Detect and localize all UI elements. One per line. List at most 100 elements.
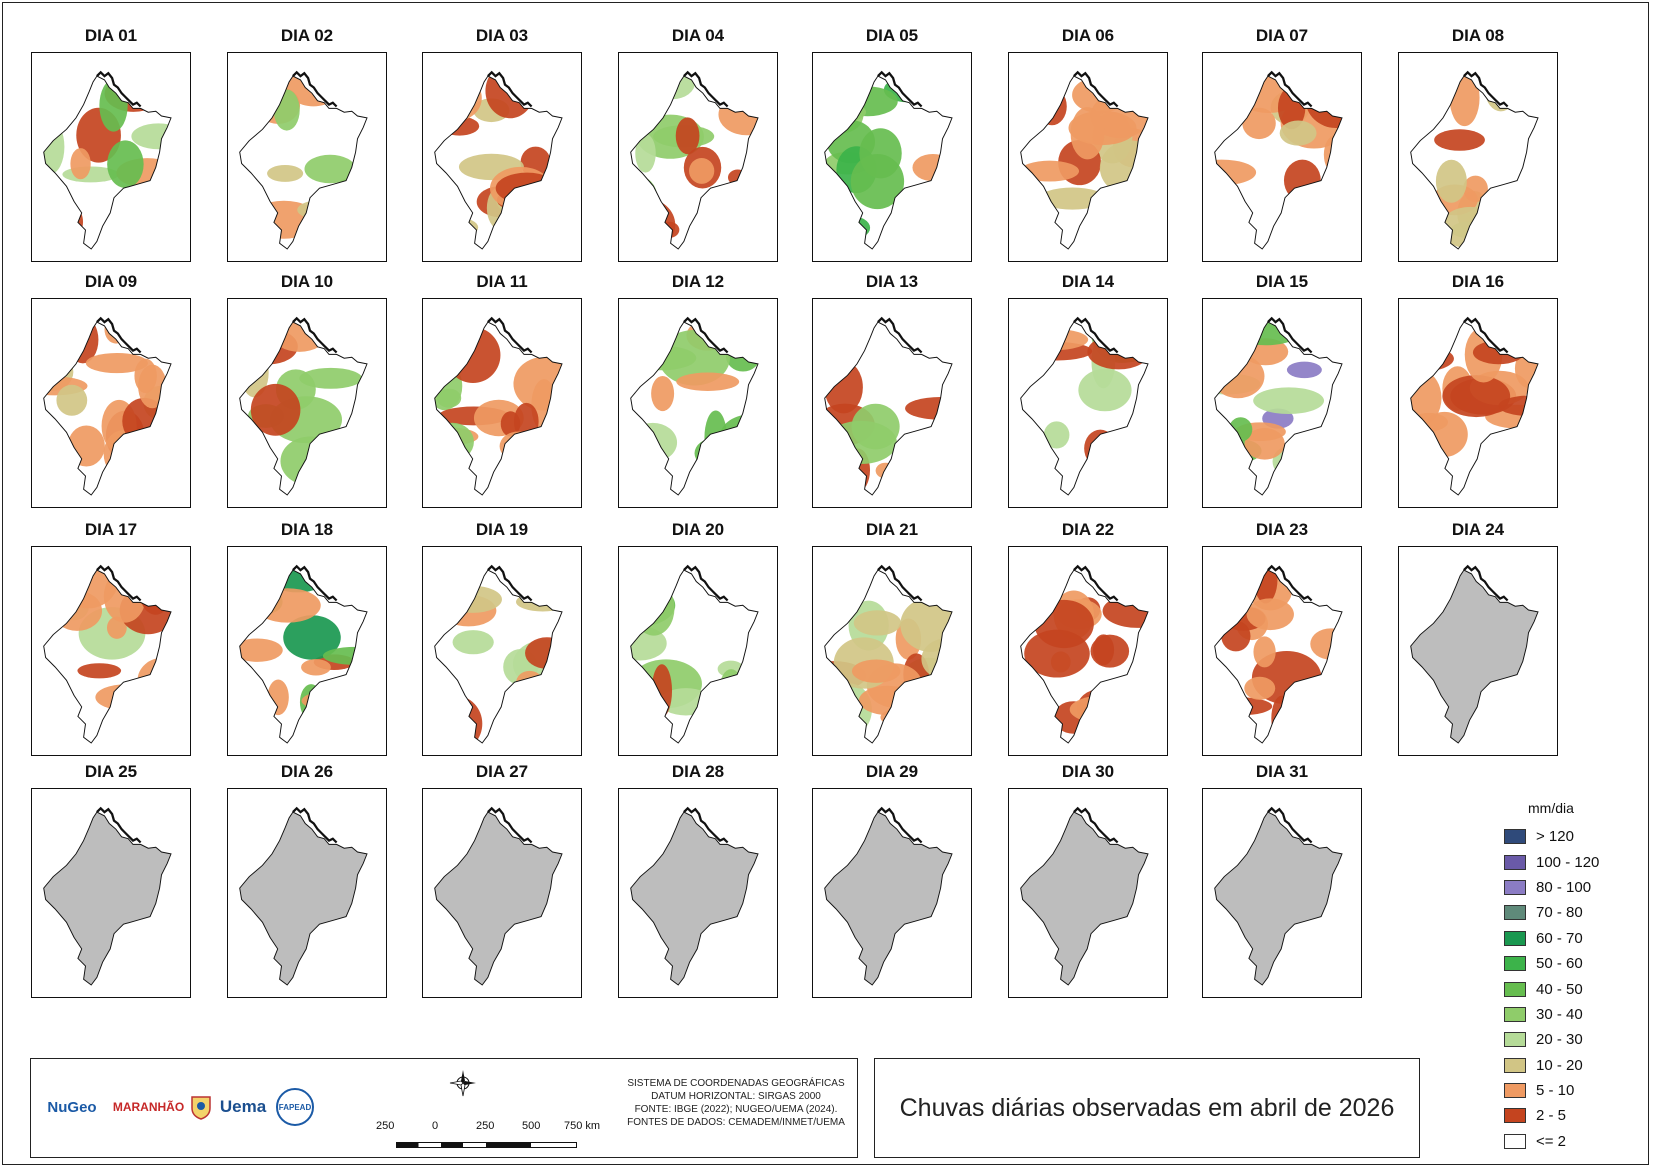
coastline — [1267, 806, 1313, 844]
scale-label: 250 — [376, 1120, 395, 1132]
state-map-svg — [1020, 564, 1149, 744]
state-outline — [43, 321, 172, 496]
coastline — [1463, 316, 1509, 354]
rainfall-area — [452, 630, 494, 655]
rainfall-area — [1449, 76, 1480, 127]
coastline — [487, 806, 533, 844]
rainfall-area — [1070, 107, 1105, 160]
rainfall-area — [630, 213, 662, 240]
state-map-svg — [239, 564, 368, 744]
day-label: DIA 30 — [1061, 762, 1115, 781]
day-map — [1398, 298, 1558, 508]
rainfall-area — [927, 208, 953, 243]
legend-label: 100 - 120 — [1536, 853, 1600, 871]
rainfall-area — [297, 199, 353, 221]
state-outline — [630, 569, 759, 744]
state-shape-nodata — [1020, 811, 1149, 986]
day-label: DIA 05 — [865, 26, 919, 45]
day-map — [618, 298, 778, 508]
coastline — [487, 70, 533, 108]
state-map-svg — [824, 316, 953, 496]
rainfall-area — [675, 117, 700, 155]
legend-swatch — [1504, 1057, 1526, 1073]
rainfall-area — [704, 410, 728, 466]
legend-item: 60 - 70 — [1498, 926, 1628, 951]
rainfall-area — [434, 695, 483, 744]
rainfall-area — [635, 133, 656, 173]
legend-label: > 120 — [1536, 828, 1574, 846]
coastline — [1463, 70, 1509, 108]
day-label: DIA 07 — [1255, 26, 1309, 45]
rainfall-area — [630, 345, 697, 371]
scale-label: 500 — [522, 1120, 541, 1132]
crs-line: DATUM HORIZONTAL: SIRGAS 2000 — [651, 1091, 821, 1102]
rainfall-area — [1435, 159, 1467, 203]
state-outline — [630, 75, 759, 250]
day-label: DIA 29 — [865, 762, 919, 781]
rainfall-area — [1421, 411, 1468, 457]
state-map-svg — [239, 316, 368, 496]
rainfall-area — [434, 76, 482, 123]
legend-swatch — [1504, 1032, 1526, 1048]
rainfall-area — [514, 570, 557, 589]
coastline — [1073, 564, 1119, 602]
rainfall-area — [70, 148, 91, 180]
state-outline — [434, 569, 563, 744]
rainfall-area — [254, 588, 321, 623]
rainfall-area — [537, 681, 563, 717]
day-label: DIA 31 — [1255, 762, 1309, 781]
rainfall-area — [334, 322, 368, 355]
day-label: DIA 27 — [475, 762, 529, 781]
rainfall-area — [1281, 439, 1343, 489]
fapead-label: FAPEAD — [279, 1103, 312, 1112]
rainfall-area — [95, 684, 157, 711]
scale-label: 750 km — [564, 1120, 601, 1132]
rainfall-area — [283, 615, 341, 660]
rainfall-area — [56, 384, 88, 416]
state-map-svg — [1214, 316, 1343, 496]
day-map — [812, 546, 972, 756]
state-map-svg — [434, 316, 563, 496]
rainfall-area — [267, 679, 289, 716]
rainfall-area — [1043, 421, 1070, 449]
legend-swatch — [1504, 930, 1526, 946]
rainfall-area — [131, 123, 172, 150]
rainfall-area — [651, 375, 675, 412]
rainfall-area — [239, 94, 264, 114]
legend-swatch — [1504, 1006, 1526, 1022]
rainfall-area — [122, 397, 167, 445]
day-label: DIA 08 — [1451, 26, 1505, 45]
day-label: DIA 21 — [865, 520, 919, 539]
day-label: DIA 16 — [1451, 272, 1505, 291]
day-map — [227, 298, 387, 508]
crs-line: FONTES DE DADOS: CEMADEM/INMET/UEMA — [627, 1117, 845, 1128]
legend-label: 5 - 10 — [1536, 1082, 1575, 1100]
state-shape-nodata — [43, 811, 172, 986]
day-map — [227, 546, 387, 756]
legend-label: 20 - 30 — [1536, 1031, 1583, 1049]
day-label: DIA 06 — [1061, 26, 1115, 45]
day-map — [1202, 788, 1362, 998]
coordinate-system-info: SISTEMA DE COORDENADAS GEOGRÁFICAS DATUM… — [616, 1077, 856, 1129]
rainfall-area — [77, 663, 122, 679]
rainfall-area — [134, 358, 157, 394]
state-map-svg — [434, 564, 563, 744]
state-outline — [239, 569, 368, 744]
legend-item: 50 - 60 — [1498, 951, 1628, 976]
state-map-svg — [43, 316, 172, 496]
state-map-svg — [1214, 70, 1343, 250]
legend-item: > 120 — [1498, 824, 1628, 849]
coastline — [1267, 316, 1313, 354]
rainfall-area — [719, 669, 743, 708]
state-map-svg — [1410, 316, 1539, 496]
coastline — [877, 316, 923, 354]
state-map-svg — [434, 806, 563, 986]
legend-item: 10 - 20 — [1498, 1053, 1628, 1078]
legend-swatch — [1504, 879, 1526, 895]
coastline — [96, 316, 142, 354]
legend-swatch — [1504, 1133, 1526, 1149]
rainfall-area — [443, 585, 502, 613]
rainfall-area — [1246, 598, 1294, 631]
rainfall-area — [676, 372, 740, 391]
legend-item: 2 - 5 — [1498, 1103, 1628, 1128]
